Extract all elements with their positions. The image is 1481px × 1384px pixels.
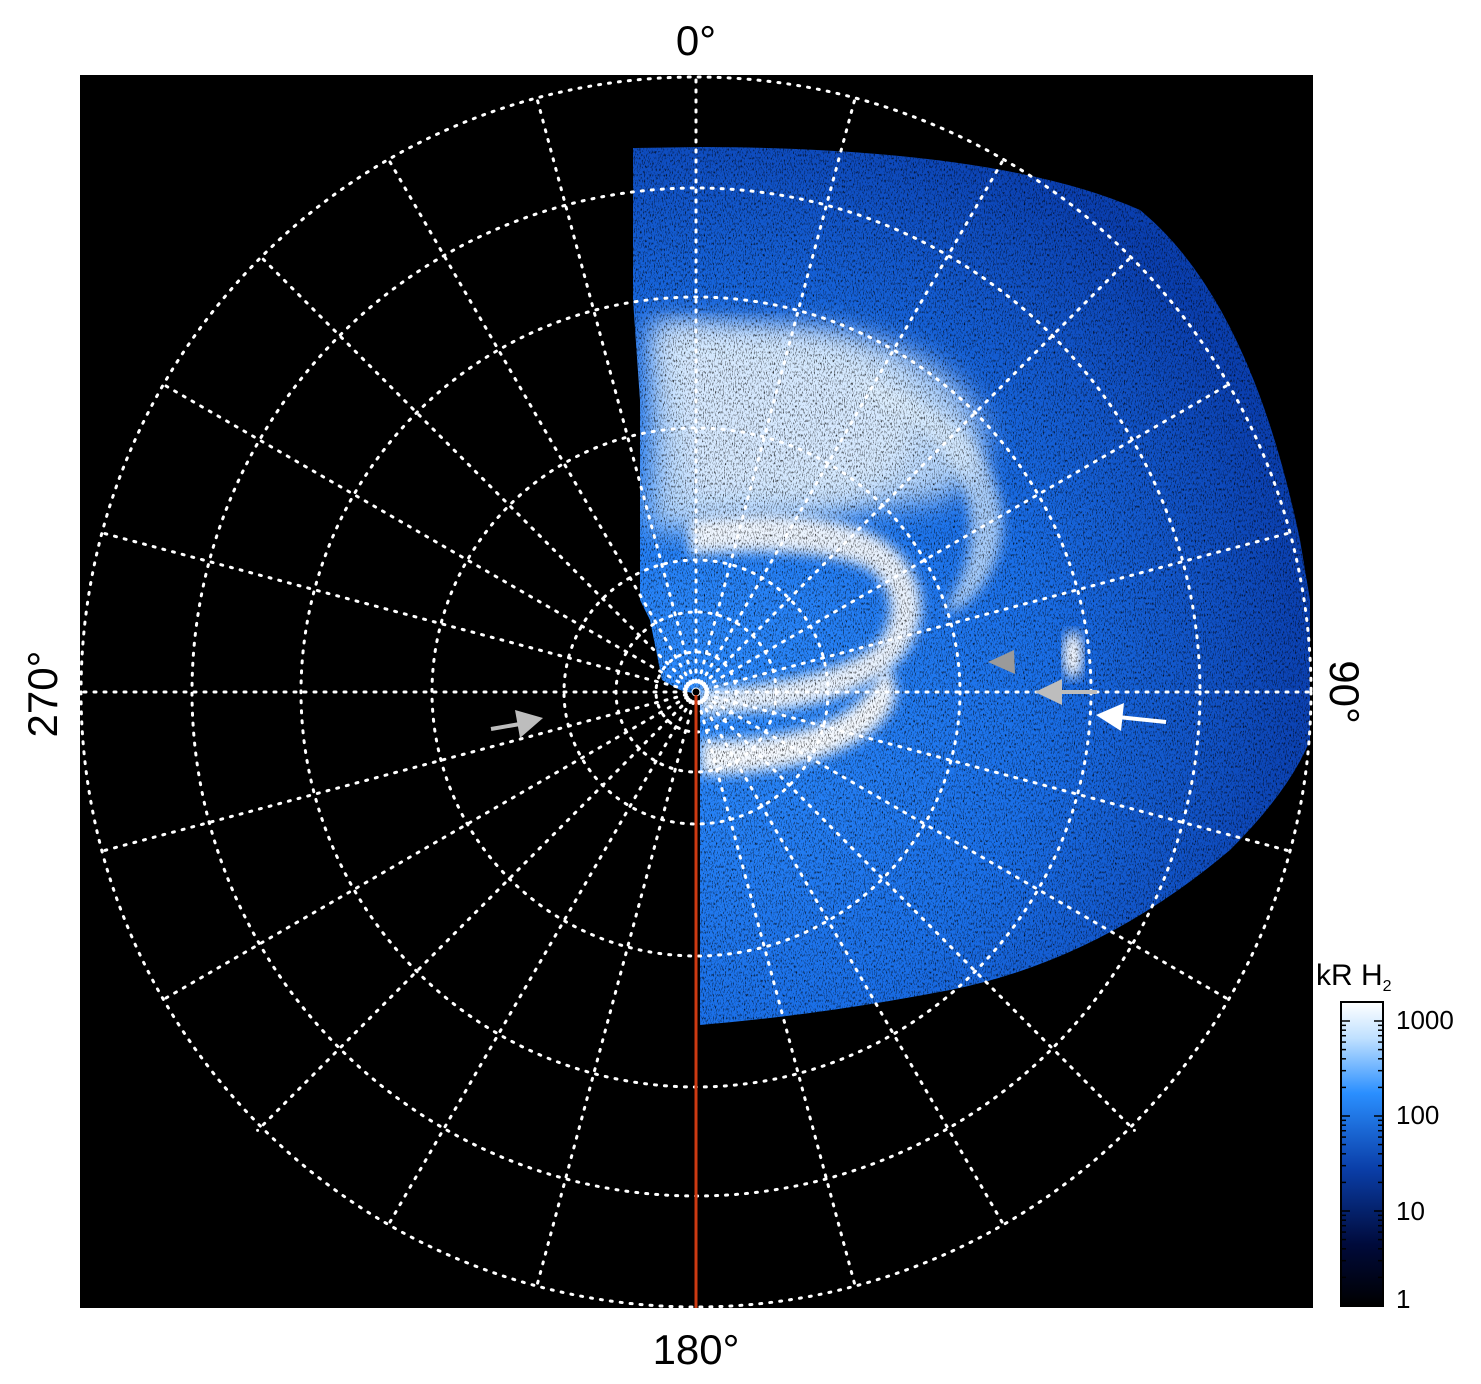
colorbar-title-subscript: 2 bbox=[1383, 978, 1392, 995]
white-arrow bbox=[1096, 703, 1167, 731]
grid-spoke bbox=[534, 91, 698, 694]
label-180deg: 180° bbox=[653, 1326, 740, 1373]
grid-spoke bbox=[694, 690, 1297, 854]
grid-spoke bbox=[534, 690, 698, 1293]
label-90deg: 90° bbox=[1321, 660, 1368, 724]
grid-spoke bbox=[694, 690, 1235, 1004]
grid-spoke bbox=[157, 380, 698, 694]
colorbar-title: kR H2 bbox=[1316, 959, 1392, 995]
grid-spoke bbox=[256, 690, 698, 1132]
grid-spoke bbox=[694, 690, 1136, 1132]
colorbar: kR H2 1000 100 10 1 bbox=[1316, 959, 1454, 1314]
gray-arrowhead bbox=[988, 650, 1015, 674]
grid-spoke bbox=[694, 690, 1008, 1231]
grid-spoke bbox=[95, 530, 698, 694]
colorbar-tick-1000: 1000 bbox=[1396, 1005, 1454, 1035]
grid-spoke bbox=[694, 380, 1235, 694]
grid-spoke bbox=[694, 91, 858, 694]
colorbar-tick-100: 100 bbox=[1396, 1100, 1439, 1130]
grid-spoke bbox=[256, 252, 698, 694]
annotation-arrows bbox=[490, 650, 1167, 738]
label-0deg: 0° bbox=[676, 17, 716, 64]
colorbar-tick-10: 10 bbox=[1396, 1196, 1425, 1226]
grid-spoke bbox=[694, 690, 858, 1293]
label-270deg: 270° bbox=[19, 651, 66, 738]
grid-spoke bbox=[694, 153, 1008, 694]
grid-spoke bbox=[694, 530, 1297, 694]
grid-spoke bbox=[384, 153, 698, 694]
grid-spoke bbox=[157, 690, 698, 1004]
colorbar-tick-1: 1 bbox=[1396, 1284, 1410, 1314]
gray-arrow-left bbox=[490, 710, 543, 738]
grid-spoke bbox=[95, 690, 698, 854]
gray-arrow-right bbox=[1035, 679, 1097, 705]
colorbar-gradient bbox=[1340, 1001, 1384, 1307]
grid-spoke bbox=[694, 252, 1136, 694]
grid-spoke bbox=[384, 690, 698, 1231]
